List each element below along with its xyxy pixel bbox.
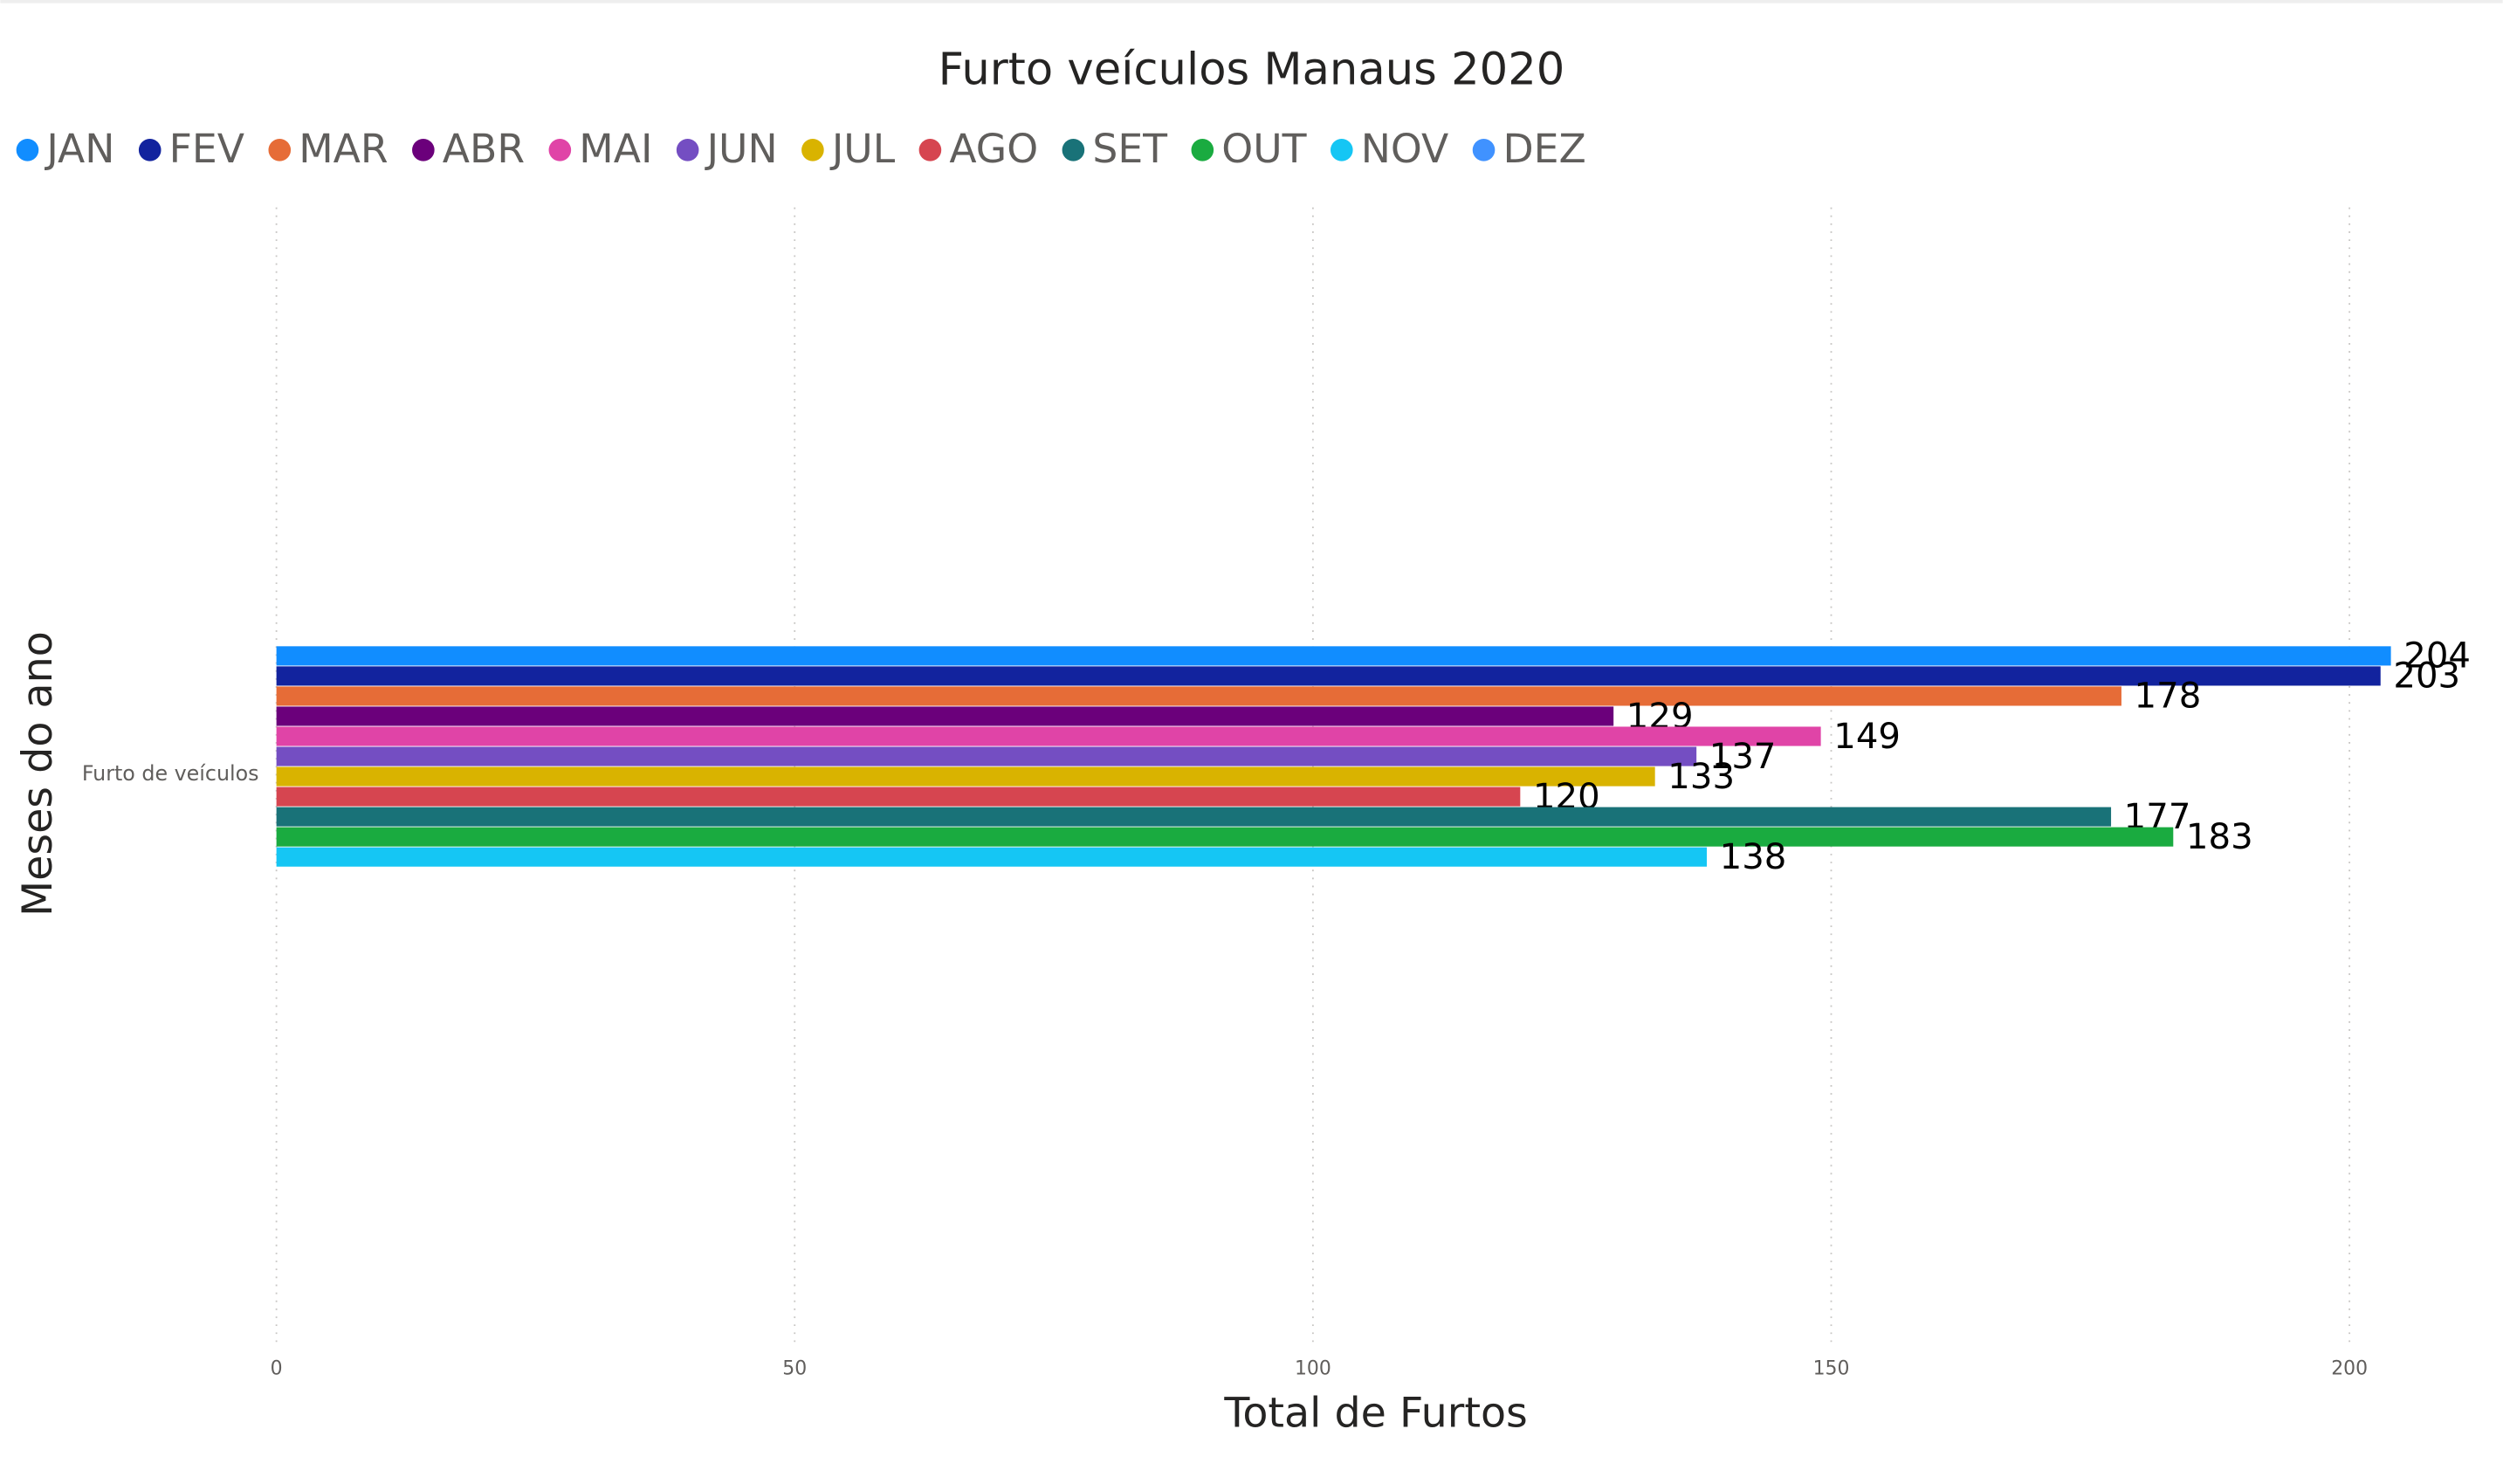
data-label: 137 <box>1709 737 1777 777</box>
x-tick-label: 200 <box>2331 1357 2368 1379</box>
bar <box>276 646 2391 666</box>
bar <box>276 686 2121 706</box>
legend-label: SET <box>1092 126 1168 172</box>
bar <box>276 706 1614 726</box>
legend-label: OUT <box>1221 126 1307 172</box>
legend-marker <box>268 139 292 161</box>
legend-label: JAN <box>44 126 114 172</box>
legend-label: AGO <box>949 126 1038 172</box>
x-tick-label: 50 <box>782 1357 807 1379</box>
bar <box>276 746 1697 766</box>
legend-marker <box>412 139 435 161</box>
bar <box>276 807 2112 827</box>
x-tick-label: 100 <box>1295 1357 1331 1379</box>
legend-marker <box>1191 139 1214 161</box>
x-tick-label: 150 <box>1813 1357 1850 1379</box>
bar <box>276 827 2174 847</box>
data-label: 178 <box>2135 677 2202 717</box>
legend-marker <box>1062 139 1085 161</box>
data-label: 133 <box>1668 757 1735 797</box>
legend-marker <box>138 139 162 161</box>
legend-label: ABR <box>443 126 525 172</box>
legend-marker <box>676 139 699 161</box>
y-axis-title: Meses do ano <box>14 631 62 917</box>
legend-marker <box>1472 139 1496 161</box>
legend-label: JUL <box>829 126 896 172</box>
bar <box>276 847 1708 867</box>
x-tick-label: 0 <box>271 1357 283 1379</box>
bar <box>276 726 1821 746</box>
legend-label: FEV <box>169 126 244 172</box>
data-label: 183 <box>2186 817 2253 857</box>
data-label: 204 <box>2403 636 2471 677</box>
y-tick-label: Furto de veículos <box>82 761 259 786</box>
data-label: 149 <box>1833 717 1901 757</box>
chart-title: Furto veículos Manaus 2020 <box>939 43 1565 95</box>
legend-marker <box>548 139 572 161</box>
legend-label: JUN <box>705 126 778 172</box>
bar <box>276 766 1655 787</box>
legend-label: DEZ <box>1502 126 1585 172</box>
x-axis-title: Total de Furtos <box>1223 1389 1527 1437</box>
bar <box>276 666 2381 686</box>
data-label: 203 <box>2393 656 2460 697</box>
legend-marker <box>801 139 824 161</box>
legend-marker <box>918 139 942 161</box>
data-label: 138 <box>1720 837 1787 877</box>
legend-label: MAR <box>299 126 388 172</box>
bar <box>276 787 1521 807</box>
legend-label: NOV <box>1361 126 1449 172</box>
legend-marker <box>1330 139 1353 161</box>
legend-label: MAI <box>579 126 652 172</box>
legend-marker <box>16 139 39 161</box>
